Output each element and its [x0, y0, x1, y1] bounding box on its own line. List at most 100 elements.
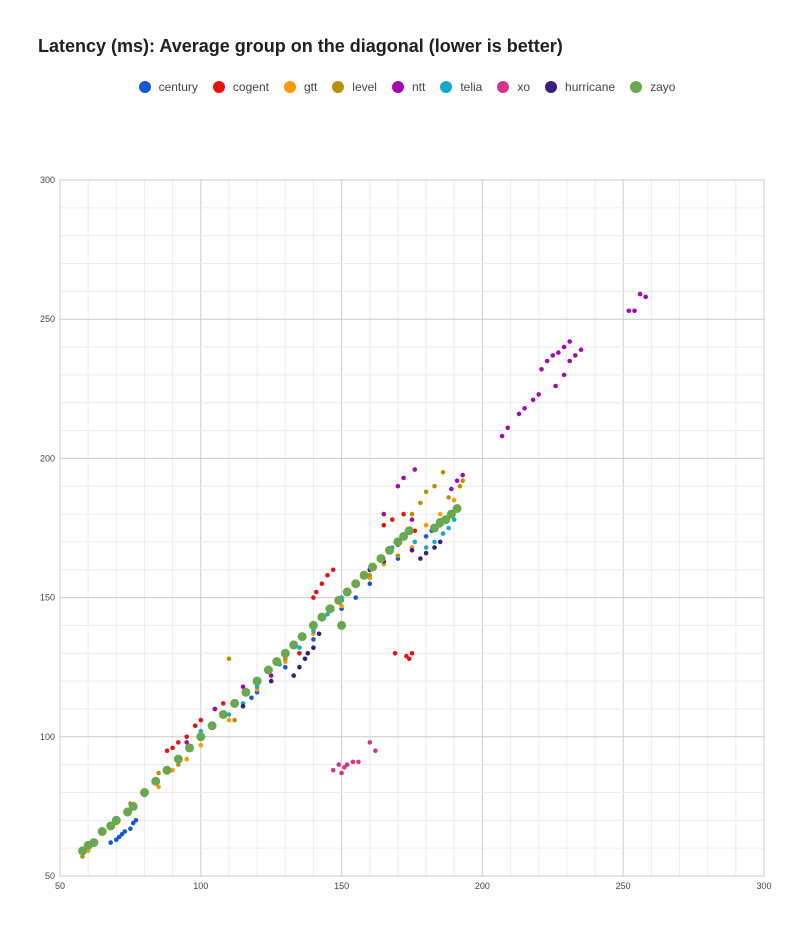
- data-point: [539, 367, 544, 372]
- data-point: [353, 595, 359, 600]
- legend-label: zayo: [650, 80, 676, 94]
- data-point: [351, 579, 361, 589]
- data-point: [401, 511, 406, 517]
- data-point: [78, 846, 87, 856]
- data-point: [440, 470, 446, 475]
- data-point: [449, 486, 454, 492]
- data-point: [192, 723, 198, 728]
- y-tick-label: 50: [45, 871, 55, 881]
- data-point: [457, 483, 463, 489]
- data-point: [218, 710, 228, 719]
- data-point: [404, 526, 414, 536]
- data-point: [505, 425, 511, 431]
- data-point: [544, 358, 550, 364]
- data-point: [573, 353, 578, 358]
- legend-item-level[interactable]: level: [332, 80, 377, 94]
- data-point: [499, 433, 505, 439]
- data-point: [637, 291, 643, 297]
- legend-item-century[interactable]: century: [138, 80, 198, 94]
- data-point: [423, 550, 429, 556]
- data-point: [381, 511, 387, 517]
- legend-item-cogent[interactable]: cogent: [212, 80, 269, 94]
- data-point: [221, 701, 226, 706]
- data-point: [578, 347, 584, 353]
- data-point: [522, 406, 527, 411]
- data-point: [344, 762, 350, 767]
- data-point: [409, 511, 415, 517]
- data-point: [423, 522, 429, 528]
- data-point: [325, 573, 330, 578]
- data-point: [460, 472, 466, 478]
- data-point: [106, 821, 116, 831]
- data-point: [359, 570, 369, 580]
- data-point: [460, 478, 466, 484]
- legend-item-hurricane[interactable]: hurricane: [545, 80, 615, 94]
- data-point: [184, 734, 189, 740]
- data-point: [198, 717, 204, 723]
- data-point: [430, 523, 439, 533]
- legend-item-telia[interactable]: telia: [440, 80, 482, 94]
- data-point: [249, 695, 254, 701]
- x-tick-label: 150: [334, 881, 349, 891]
- legend-item-xo[interactable]: xo: [497, 80, 530, 94]
- data-point: [196, 732, 206, 742]
- legend-item-ntt[interactable]: ntt: [391, 80, 425, 94]
- data-point: [632, 308, 637, 314]
- data-point: [325, 604, 335, 614]
- data-point: [89, 838, 99, 848]
- legend-label: level: [352, 80, 377, 94]
- data-point: [283, 664, 288, 670]
- data-point: [316, 631, 322, 637]
- x-tick-label: 200: [475, 881, 490, 891]
- data-point: [184, 740, 189, 745]
- data-point: [297, 664, 302, 670]
- series-xo: [330, 740, 378, 776]
- data-point: [368, 562, 378, 572]
- data-point: [395, 483, 401, 489]
- legend-swatch: [630, 81, 643, 93]
- data-point: [314, 589, 319, 595]
- data-point: [556, 350, 561, 355]
- data-point: [122, 829, 128, 834]
- data-point: [440, 531, 446, 536]
- data-point: [116, 834, 122, 840]
- data-point: [128, 826, 133, 831]
- data-point: [423, 489, 429, 495]
- legend-label: century: [158, 80, 198, 94]
- data-point: [395, 553, 401, 559]
- data-point: [198, 742, 204, 748]
- data-point: [291, 673, 297, 678]
- data-point: [643, 294, 648, 300]
- data-point: [311, 645, 316, 650]
- y-tick-label: 250: [40, 314, 55, 324]
- data-point: [441, 515, 451, 525]
- data-point: [108, 840, 113, 845]
- data-point: [381, 522, 387, 528]
- y-tick-label: 150: [40, 593, 55, 603]
- data-point: [164, 748, 170, 753]
- data-point: [561, 344, 567, 350]
- legend: century cogent gtt level ntt telia xo hurricane…: [0, 80, 788, 94]
- data-point: [268, 678, 274, 684]
- data-point: [162, 765, 172, 775]
- series-cogent: [164, 511, 418, 753]
- data-point: [367, 740, 373, 745]
- data-point: [446, 495, 451, 500]
- data-point: [339, 770, 344, 776]
- series-zayo: [78, 504, 462, 856]
- data-point: [170, 745, 175, 751]
- data-point: [536, 392, 541, 397]
- data-point: [339, 603, 344, 609]
- data-point: [376, 554, 386, 564]
- legend-label: cogent: [232, 80, 269, 94]
- legend-item-gtt[interactable]: gtt: [283, 80, 317, 94]
- data-point: [412, 467, 418, 472]
- y-tick-label: 100: [40, 732, 55, 742]
- legend-item-zayo[interactable]: zayo: [630, 80, 675, 94]
- data-point: [401, 475, 406, 481]
- data-point: [241, 687, 251, 697]
- data-point: [232, 717, 237, 723]
- data-point: [432, 539, 437, 545]
- data-point: [308, 620, 318, 630]
